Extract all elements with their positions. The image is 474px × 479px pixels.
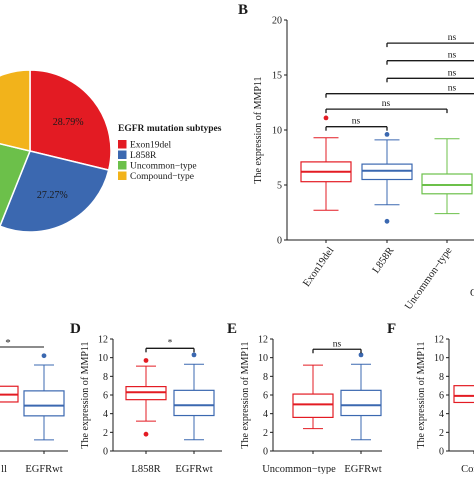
significance-label: *: [168, 338, 173, 348]
significance-label: ns: [448, 84, 457, 94]
pie-slice-label-0: 28.79%: [53, 117, 84, 128]
y-tick-label: 10: [272, 126, 282, 137]
legend-item-1: L858R: [130, 151, 157, 161]
y-tick-label: 10: [258, 353, 268, 364]
pie-chart: 28.79% 27.27%: [0, 69, 112, 233]
y-tick-label: 0: [103, 447, 108, 458]
y-tick-label: 12: [434, 335, 444, 346]
x-tick-label: EGFRwt: [344, 464, 381, 474]
y-tick-label: 2: [103, 428, 108, 439]
pie-slice-1: [0, 150, 110, 233]
outlier-point: [358, 352, 364, 358]
box-1: [361, 163, 413, 181]
pie-slice-2: [0, 142, 32, 228]
y-tick-label: 4: [103, 409, 108, 420]
y-tick-label: 6: [263, 391, 268, 402]
outlier-point: [143, 431, 149, 437]
y-axis-label: The expression of MMP11: [253, 76, 264, 183]
box-1: [340, 389, 382, 417]
significance-label: ns: [448, 33, 457, 43]
y-tick-label: 5: [277, 181, 282, 192]
panel-label-e: E: [227, 321, 237, 337]
x-tick-label: Uncommon−type: [262, 464, 336, 474]
boxplot-f: 0 2 4 6 8 10 12 The expression of MMP11 Comp: [416, 335, 474, 475]
x-tick-label: L858R: [371, 245, 397, 275]
boxplot-b: 0 5 10 15 20 The expression of MMP11 Exon19del…: [253, 16, 474, 312]
y-tick-label: 8: [263, 372, 268, 383]
panel-label-d: D: [70, 321, 81, 337]
significance-label: ns: [352, 117, 361, 127]
y-tick-label: 15: [272, 71, 282, 82]
legend-title: EGFR mutation subtypes: [118, 124, 222, 134]
boxplot-e: 0 2 4 6 8 10 12 The expression of MMP11 Uncommon…: [240, 335, 382, 475]
y-tick-label: 4: [439, 409, 444, 420]
y-axis-label: The expression of MMP11: [416, 341, 427, 448]
outlier-point: [191, 352, 197, 358]
legend-swatch-2: [118, 161, 127, 170]
y-tick-label: 2: [439, 428, 444, 439]
y-tick-label: 6: [103, 391, 108, 402]
boxplot-c: ll EGFRwt *: [0, 337, 68, 475]
y-tick-label: 10: [434, 353, 444, 364]
y-axis-label: The expression of MMP11: [80, 341, 91, 448]
legend-swatch-0: [118, 140, 127, 149]
outlier-point: [41, 353, 47, 359]
x-tick-label: EGFRwt: [175, 464, 212, 474]
box-1: [23, 390, 65, 417]
y-tick-label: 2: [263, 428, 268, 439]
significance-label: ns: [448, 51, 457, 61]
y-tick-label: 12: [258, 335, 268, 346]
pie-legend: EGFR mutation subtypes Exon19delL858RUnc…: [118, 124, 222, 182]
x-tick-label: EGFRwt: [25, 464, 62, 474]
pie-slice-label-1: 27.27%: [37, 190, 68, 201]
significance-label: *: [5, 337, 11, 349]
box-0: [292, 393, 334, 419]
legend-item-2: Uncommon−type: [130, 162, 197, 172]
y-tick-label: 0: [263, 447, 268, 458]
significance-label: ns: [448, 68, 457, 78]
legend-swatch-1: [118, 150, 127, 159]
pie-slice-3: [0, 69, 31, 152]
y-axis-label: The expression of MMP11: [240, 341, 251, 448]
y-tick-label: 20: [272, 16, 282, 27]
legend-item-3: Compound−type: [130, 172, 194, 182]
x-tick-label: L858R: [131, 464, 160, 474]
legend-item-0: Exon19del: [130, 141, 172, 151]
y-tick-label: 10: [98, 353, 108, 364]
outlier-point: [143, 358, 149, 363]
y-tick-label: 0: [439, 447, 444, 458]
y-tick-label: 8: [103, 372, 108, 383]
x-tick-label: ll: [1, 464, 7, 474]
y-tick-label: 0: [277, 236, 282, 247]
y-tick-label: 6: [439, 391, 444, 402]
y-tick-label: 4: [263, 409, 268, 420]
y-tick-label: 8: [439, 372, 444, 383]
outlier-point: [323, 115, 329, 121]
x-tick-label: C: [470, 288, 474, 299]
significance-label: ns: [333, 339, 342, 349]
outlier-point: [384, 132, 390, 137]
boxplot-d: 0 2 4 6 8 10 12 The expression of MMP11 L858R EGF…: [80, 335, 222, 475]
pie-slice-0: [29, 69, 112, 172]
x-tick-label: Comp: [461, 464, 474, 474]
x-tick-label: Exon19del: [301, 245, 336, 289]
panel-label-f: F: [387, 321, 396, 337]
legend-swatch-3: [118, 171, 127, 180]
x-tick-label: Uncommon−type: [403, 245, 454, 312]
significance-label: ns: [382, 99, 391, 109]
box-2: [421, 173, 473, 195]
panel-label-b: B: [238, 2, 248, 18]
box-0: [453, 385, 474, 404]
y-tick-label: 12: [98, 335, 108, 346]
box-1: [173, 389, 215, 417]
outlier-point: [384, 218, 390, 224]
